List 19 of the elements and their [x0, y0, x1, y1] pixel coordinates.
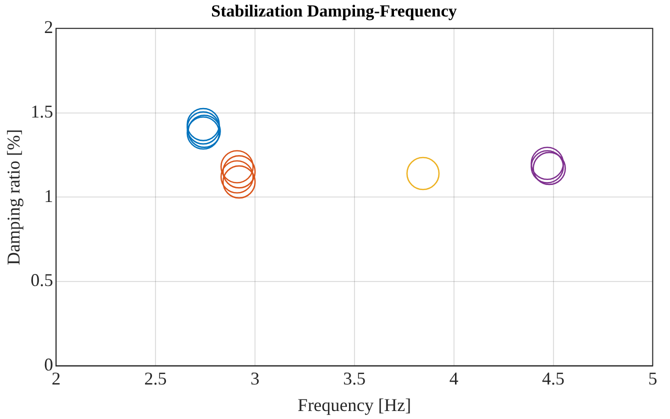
y-tick-label: 0: [44, 354, 54, 375]
y-axis-title: Damping ratio [%]: [4, 129, 24, 266]
x-tick-label: 2.5: [144, 368, 167, 388]
chart-title: Stabilization Damping-Frequency: [211, 2, 458, 21]
y-tick-label: 2: [44, 17, 54, 38]
point: [406, 156, 440, 190]
point: [220, 160, 254, 194]
x-tick-label: 4: [449, 368, 458, 388]
point: [222, 155, 256, 188]
y-tick-label: 0.5: [30, 270, 54, 290]
y-tick-label: 1: [44, 186, 54, 206]
x-axis-title: Frequency [Hz]: [298, 394, 412, 415]
point: [222, 165, 256, 199]
point: [220, 150, 254, 184]
x-tick-label: 4.5: [542, 368, 565, 388]
x-tick-label: 3.5: [343, 368, 366, 388]
y-tick-label: 1.5: [30, 101, 54, 122]
x-tick-label: 3: [250, 368, 260, 388]
x-tick-label: 5: [648, 368, 658, 388]
